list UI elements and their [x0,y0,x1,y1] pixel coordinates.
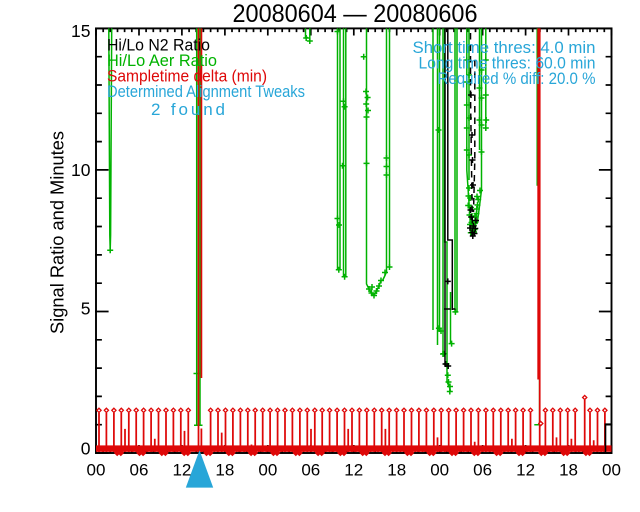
svg-text:12: 12 [344,461,363,480]
svg-text:20080604 — 20080606: 20080604 — 20080606 [233,0,478,28]
svg-text:00: 00 [602,461,621,480]
svg-text:00: 00 [87,461,106,480]
svg-text:06: 06 [301,461,320,480]
svg-text:18: 18 [387,461,406,480]
svg-text:Hi/Lo Aer Ratio: Hi/Lo Aer Ratio [107,51,217,70]
svg-text:12: 12 [172,461,191,480]
svg-text:10: 10 [71,160,91,180]
svg-text:06: 06 [129,461,148,480]
svg-text:Required % diff: 20.0 %: Required % diff: 20.0 % [438,69,596,88]
svg-text:Long time thres: 60.0 min: Long time thres: 60.0 min [419,54,596,73]
svg-text:Determined Alignment Tweaks: Determined Alignment Tweaks [107,82,305,101]
svg-text:Hi/Lo N2 Ratio: Hi/Lo N2 Ratio [107,36,210,55]
svg-text:5: 5 [81,298,91,318]
svg-text:00: 00 [430,461,449,480]
svg-text:15: 15 [71,21,90,41]
svg-text:Short time thres: 4.0 min: Short time thres: 4.0 min [413,38,596,57]
svg-text:Sampletime delta (min): Sampletime delta (min) [107,66,267,85]
svg-text:06: 06 [473,461,492,480]
svg-text:12: 12 [516,461,535,480]
svg-text:Signal Ratio and Minutes: Signal Ratio and Minutes [47,131,68,334]
svg-text:18: 18 [559,461,578,480]
svg-text:00: 00 [258,461,277,480]
svg-text:18: 18 [215,461,234,480]
svg-text:0: 0 [81,439,91,459]
